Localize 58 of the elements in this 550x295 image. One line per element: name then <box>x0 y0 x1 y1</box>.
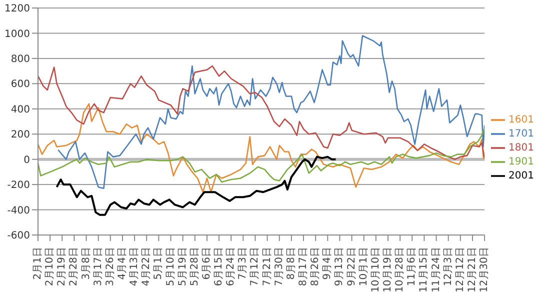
x-tick-label: 3月17日 <box>92 247 104 286</box>
legend-label: 2001 <box>508 170 534 182</box>
x-tick-label: 9月13日 <box>334 247 346 286</box>
y-tick-label: 1000 <box>4 28 30 40</box>
y-tick-label: -200 <box>7 180 30 192</box>
x-tick-label: 7月3日 <box>238 247 249 280</box>
x-tick-label: 9月22日 <box>346 247 358 286</box>
x-tick-label: 6月24日 <box>226 247 237 286</box>
line-series <box>38 103 485 193</box>
legend-label: 1601 <box>508 114 534 126</box>
x-tick-label: 4月13日 <box>129 247 140 286</box>
x-tick-label: 11月24日 <box>430 247 442 292</box>
x-tick-label: 4月22日 <box>141 247 152 286</box>
x-tick-label: 2月19日 <box>56 247 68 286</box>
x-tick-label: 4月4日 <box>116 247 128 280</box>
x-tick-label: 8月26日 <box>310 247 322 286</box>
x-tick-label: 8月17日 <box>298 247 310 286</box>
x-tick-label: 5月19日 <box>177 247 188 286</box>
line-series <box>38 65 485 160</box>
y-tick-label: 600 <box>10 79 30 90</box>
legend-label: 1901 <box>508 156 534 168</box>
y-tick-label: 0 <box>24 154 30 166</box>
line-series <box>56 156 337 216</box>
x-tick-label: 2月10日 <box>44 247 56 286</box>
x-tick-label: 10月1日 <box>358 247 370 286</box>
x-tick-label: 8月8日 <box>286 247 297 280</box>
x-tick-label: 5月10日 <box>165 247 176 286</box>
x-tick-label: 12月12日 <box>454 247 466 292</box>
legend-label: 1801 <box>508 142 534 154</box>
y-tick-label: -600 <box>7 230 30 242</box>
x-tick-label: 5月28日 <box>189 247 200 286</box>
x-tick-label: 3月8日 <box>80 247 92 280</box>
x-tick-label: 7月12日 <box>250 247 261 286</box>
x-tick-label: 10月10日 <box>370 247 382 292</box>
y-tick-label: 800 <box>10 54 30 65</box>
x-tick-label: 3月26日 <box>104 247 116 286</box>
x-tick-label: 2月1日 <box>32 247 44 280</box>
x-tick-label: 10月19日 <box>382 247 394 292</box>
x-tick-label: 11月6日 <box>406 247 418 286</box>
x-tick-label: 7月21日 <box>262 247 273 286</box>
line-series <box>38 128 485 183</box>
x-tick-label: 9月4日 <box>322 247 334 280</box>
x-tick-label: 2月28日 <box>68 247 80 286</box>
x-tick-label: 5月1日 <box>153 247 164 280</box>
y-tick-label: 400 <box>10 104 30 116</box>
legend-label: 1701 <box>508 128 534 140</box>
x-tick-label: 6月6日 <box>201 247 212 280</box>
x-tick-label: 12月30日 <box>479 247 490 292</box>
x-tick-label: 7月30日 <box>274 247 285 286</box>
line-series <box>57 35 485 189</box>
y-tick-label: 200 <box>10 130 30 141</box>
x-tick-label: 11月15日 <box>418 247 430 292</box>
x-tick-label: 6月15日 <box>214 247 225 286</box>
y-tick-label: -400 <box>7 205 30 216</box>
x-tick-label: 12月3日 <box>442 247 454 286</box>
x-tick-label: 12月21日 <box>466 247 478 292</box>
y-tick-label: 1200 <box>4 4 30 15</box>
x-tick-label: 10月28日 <box>394 247 406 292</box>
